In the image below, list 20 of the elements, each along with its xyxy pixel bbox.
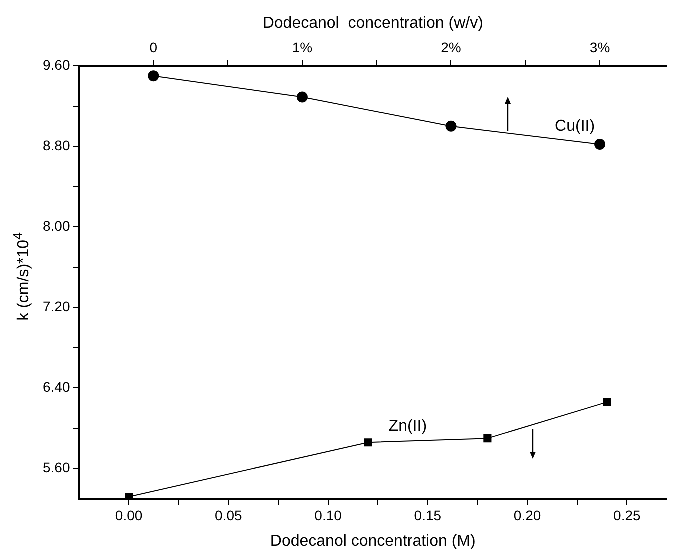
x2-tick-label: 1% — [292, 39, 313, 56]
x-tick-label: 0.15 — [414, 507, 442, 524]
y-tick-label: 8.80 — [43, 137, 70, 154]
x-tick-label: 0.10 — [314, 507, 342, 524]
x-axis-title: Dodecanol concentration (M) — [270, 532, 476, 550]
series-label: Zn(II) — [388, 418, 428, 436]
y-tick-label: 5.60 — [43, 460, 70, 476]
x2-tick-label: 2% — [441, 39, 462, 56]
y-tick-label: 8.00 — [43, 218, 70, 234]
x2-tick-label: 3% — [590, 39, 610, 56]
x-tick-label: 0.05 — [215, 507, 243, 524]
x2-axis-title: Dodecanol concentration (w/v) — [262, 15, 484, 32]
x2-tick-label: 0 — [150, 39, 158, 56]
y-tick-label: 6.40 — [43, 379, 70, 396]
series-label: Cu(II) — [555, 118, 596, 135]
x-tick-label: 0.20 — [514, 507, 542, 524]
y-tick-label: 9.60 — [43, 56, 70, 73]
y-tick-label: 7.20 — [43, 298, 70, 315]
x-tick-label: 0.00 — [115, 507, 143, 524]
x-tick-label: 0.25 — [614, 507, 641, 524]
